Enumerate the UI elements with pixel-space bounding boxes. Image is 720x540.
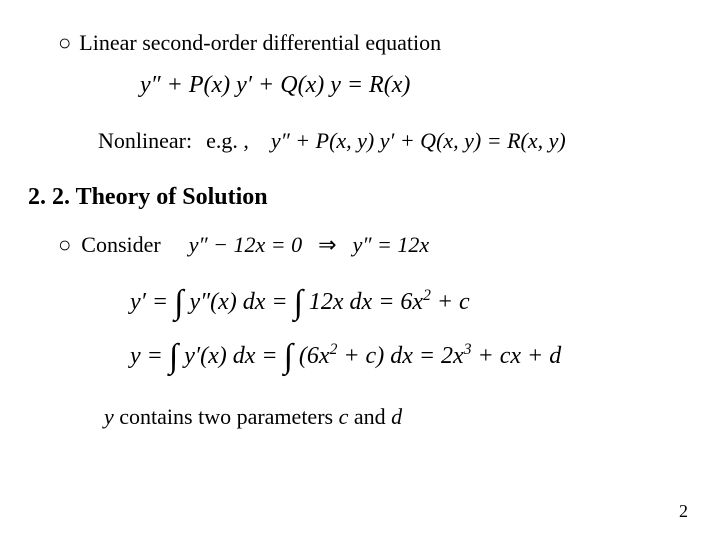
- bullet-text-2: Consider: [81, 232, 160, 257]
- eq-int1-tail: + c: [431, 289, 470, 315]
- eq-consider-left: y″ − 12x = 0: [189, 232, 302, 257]
- slide: ○ Linear second-order differential equat…: [0, 0, 720, 540]
- eq-int2-integrand2: (6x: [299, 343, 330, 369]
- integral-icon: ∫: [169, 338, 178, 376]
- bullet-consider: ○ Consider y″ − 12x = 0 ⇒ y″ = 12x: [58, 232, 429, 258]
- eq-linear-text: y″ + P(x) y′ + Q(x) y = R(x): [140, 72, 410, 98]
- conclusion: y contains two parameters c and d: [104, 404, 402, 430]
- integral-icon: ∫: [294, 284, 303, 322]
- bullet-marker-1: ○: [58, 30, 71, 55]
- bullet-text-1: Linear second-order differential equatio…: [79, 30, 441, 55]
- integral-icon: ∫: [284, 338, 293, 376]
- conclusion-d: d: [391, 404, 402, 429]
- eq-int2-mid: + c) dx = 2x: [337, 343, 463, 369]
- section-heading: 2. 2. Theory of Solution: [28, 184, 268, 211]
- nonlinear-label: Nonlinear:: [98, 128, 192, 153]
- bullet-marker-2: ○: [58, 232, 71, 257]
- conclusion-mid: contains two parameters: [114, 404, 339, 429]
- eq-int1-integrand1: y″(x) dx =: [189, 289, 287, 315]
- eq-int1-integrand2: 12x dx = 6x: [309, 289, 423, 315]
- conclusion-and: and: [348, 404, 391, 429]
- eq-nonlinear: y″ + P(x, y) y′ + Q(x, y) = R(x, y): [271, 128, 566, 153]
- equation-linear: y″ + P(x) y′ + Q(x) y = R(x): [140, 72, 410, 99]
- equation-integral-2: y = ∫ y′(x) dx = ∫ (6x2 + c) dx = 2x3 + …: [130, 334, 561, 372]
- equation-integral-1: y′ = ∫ y″(x) dx = ∫ 12x dx = 6x2 + c: [130, 280, 470, 318]
- arrow-glyph: ⇒: [318, 232, 336, 257]
- eq-int2-sup2: 3: [464, 341, 472, 358]
- eq-int1-lhs: y′ =: [130, 289, 168, 315]
- integral-icon: ∫: [174, 284, 183, 322]
- eq-consider-right: y″ = 12x: [353, 232, 430, 257]
- page-number: 2: [679, 501, 688, 522]
- eq-int2-integrand1: y′(x) dx =: [184, 343, 277, 369]
- nonlinear-row: Nonlinear: e.g. , y″ + P(x, y) y′ + Q(x,…: [98, 128, 566, 154]
- eg-label: e.g. ,: [206, 128, 249, 153]
- eq-int1-sup: 2: [423, 287, 431, 304]
- eq-int2-tail: + cx + d: [472, 343, 562, 369]
- eq-int2-lhs: y =: [130, 343, 163, 369]
- eq-consider-arrow: ⇒: [318, 232, 336, 257]
- conclusion-y: y: [104, 404, 114, 429]
- bullet-linear: ○ Linear second-order differential equat…: [58, 30, 441, 56]
- conclusion-c: c: [339, 404, 349, 429]
